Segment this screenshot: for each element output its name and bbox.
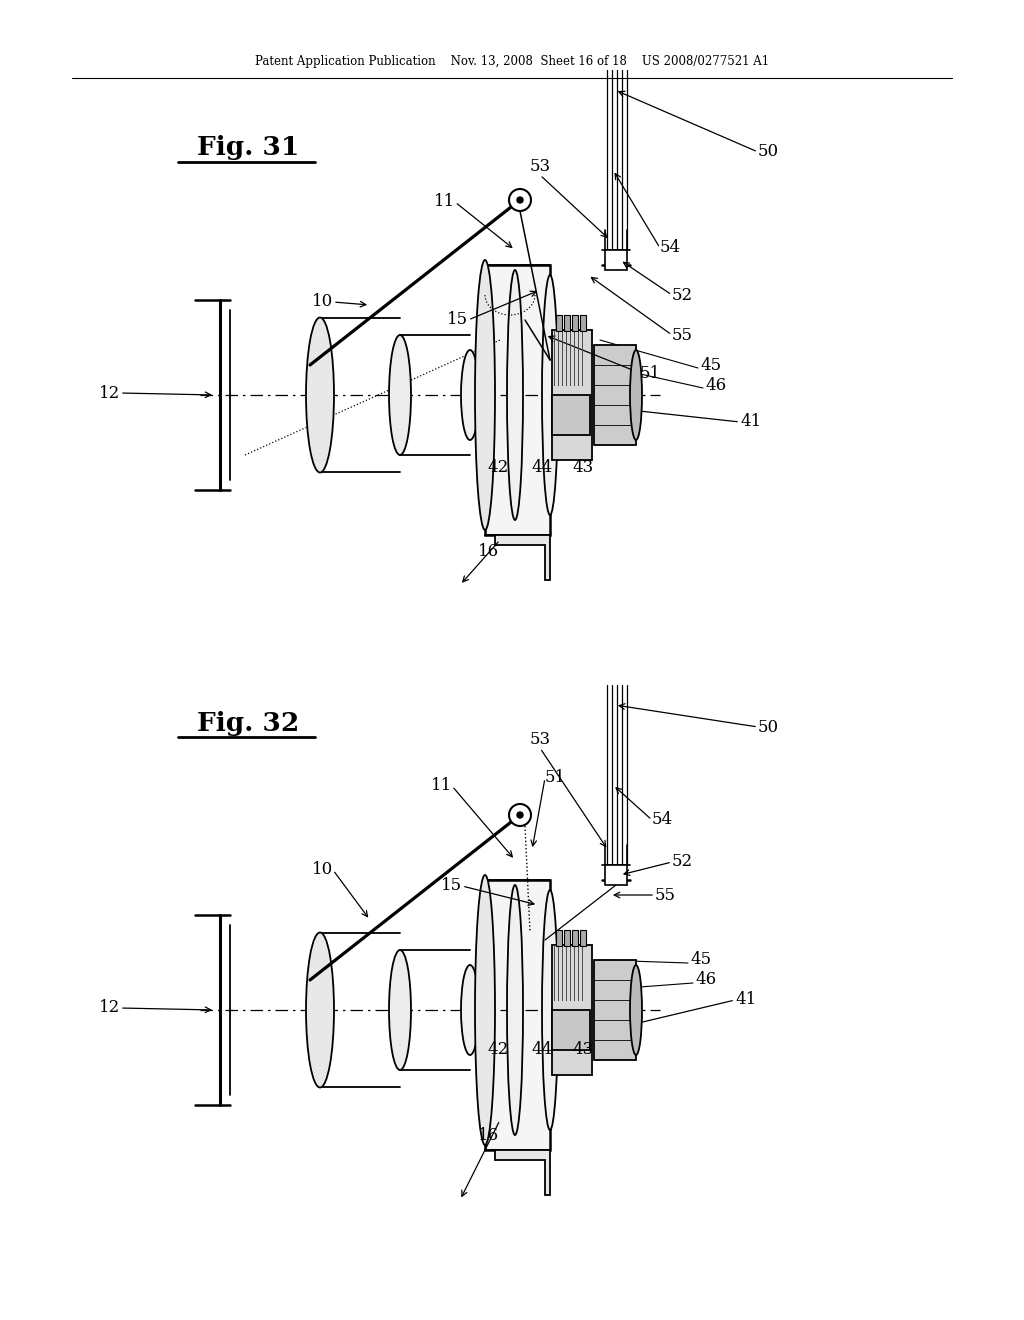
Bar xyxy=(485,880,550,1150)
Polygon shape xyxy=(495,535,550,579)
Bar xyxy=(580,315,586,331)
Bar xyxy=(552,945,592,1074)
Text: Fig. 32: Fig. 32 xyxy=(197,710,299,735)
Text: 16: 16 xyxy=(477,1126,499,1143)
Bar xyxy=(580,931,586,946)
Bar xyxy=(594,345,636,445)
Text: 51: 51 xyxy=(640,364,662,381)
Text: Fig. 31: Fig. 31 xyxy=(197,136,299,161)
Text: 52: 52 xyxy=(672,286,693,304)
Text: 44: 44 xyxy=(531,459,552,477)
Ellipse shape xyxy=(542,275,558,515)
Text: 54: 54 xyxy=(660,239,681,256)
Circle shape xyxy=(517,197,523,203)
Text: 10: 10 xyxy=(311,862,333,879)
Bar xyxy=(572,931,578,946)
Bar xyxy=(594,960,636,1060)
Bar xyxy=(556,931,562,946)
Circle shape xyxy=(509,189,531,211)
Text: 16: 16 xyxy=(477,544,499,561)
Text: Patent Application Publication    Nov. 13, 2008  Sheet 16 of 18    US 2008/02775: Patent Application Publication Nov. 13, … xyxy=(255,55,769,69)
Text: 45: 45 xyxy=(700,356,721,374)
Text: 50: 50 xyxy=(758,718,779,735)
Text: 42: 42 xyxy=(487,459,508,477)
Ellipse shape xyxy=(389,335,411,455)
Bar xyxy=(556,315,562,331)
Ellipse shape xyxy=(389,950,411,1071)
Bar xyxy=(552,395,590,436)
Text: 53: 53 xyxy=(529,158,551,176)
Text: 15: 15 xyxy=(441,878,462,895)
Text: 53: 53 xyxy=(529,731,551,748)
Text: 10: 10 xyxy=(311,293,333,310)
Text: 51: 51 xyxy=(545,770,566,787)
Ellipse shape xyxy=(461,965,479,1055)
Text: 42: 42 xyxy=(487,1041,508,1059)
Circle shape xyxy=(509,804,531,826)
Text: 50: 50 xyxy=(758,144,779,161)
Text: 11: 11 xyxy=(431,777,452,795)
Ellipse shape xyxy=(507,271,523,520)
Text: 52: 52 xyxy=(672,854,693,870)
Ellipse shape xyxy=(630,965,642,1055)
Ellipse shape xyxy=(542,890,558,1130)
Text: 11: 11 xyxy=(434,194,455,210)
Text: 12: 12 xyxy=(98,384,120,401)
Bar xyxy=(605,249,627,271)
Ellipse shape xyxy=(306,318,334,473)
Text: 43: 43 xyxy=(572,1041,593,1059)
Text: 15: 15 xyxy=(446,312,468,329)
Ellipse shape xyxy=(475,260,495,531)
Text: 44: 44 xyxy=(531,1041,552,1059)
Bar xyxy=(572,315,578,331)
Text: 55: 55 xyxy=(672,326,693,343)
Bar xyxy=(605,865,627,884)
Ellipse shape xyxy=(507,884,523,1135)
Ellipse shape xyxy=(630,350,642,440)
Text: 43: 43 xyxy=(572,459,593,477)
Text: 41: 41 xyxy=(740,413,761,430)
Bar xyxy=(564,931,570,946)
Text: 12: 12 xyxy=(98,999,120,1016)
Polygon shape xyxy=(495,1150,550,1195)
Ellipse shape xyxy=(306,932,334,1088)
Circle shape xyxy=(517,812,523,818)
Text: 45: 45 xyxy=(690,952,711,969)
Ellipse shape xyxy=(461,350,479,440)
Text: 54: 54 xyxy=(652,812,673,829)
Text: 41: 41 xyxy=(735,991,757,1008)
Bar xyxy=(552,1010,590,1049)
Bar xyxy=(552,330,592,459)
Text: 46: 46 xyxy=(705,376,726,393)
Text: 46: 46 xyxy=(695,972,716,989)
Ellipse shape xyxy=(475,875,495,1144)
Bar xyxy=(485,265,550,535)
Text: 55: 55 xyxy=(655,887,676,903)
Bar xyxy=(564,315,570,331)
